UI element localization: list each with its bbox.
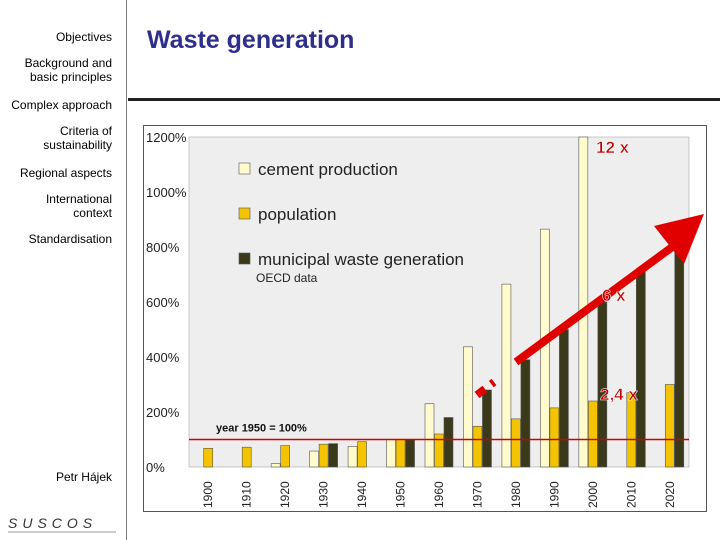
y-tick-label: 800% xyxy=(146,240,180,255)
x-tick-label: 1930 xyxy=(317,481,331,508)
waste-bar xyxy=(559,329,569,468)
multiplier-annotation: 2,4 x xyxy=(600,385,638,404)
multiplier-annotation: 6 x xyxy=(602,286,626,305)
cement-bar xyxy=(347,446,358,468)
population-bar xyxy=(241,446,252,468)
population-bar xyxy=(472,425,483,468)
author-name: Petr Hájek xyxy=(55,470,112,484)
nav-regional-aspects[interactable]: Regional aspects xyxy=(19,166,112,180)
nav-complex-approach[interactable]: Complex approach xyxy=(11,98,112,112)
y-tick-label: 200% xyxy=(146,405,180,420)
cement-bar xyxy=(463,346,473,468)
population-bar xyxy=(318,443,329,468)
cement-bar xyxy=(424,403,435,468)
x-tick-label: 1990 xyxy=(547,481,561,508)
trend-arrow-tail xyxy=(474,378,497,399)
y-tick-label: 1200% xyxy=(146,130,187,145)
population-bar xyxy=(588,400,598,468)
legend-swatch xyxy=(238,162,251,175)
waste-bar xyxy=(328,443,338,468)
y-tick-label: 400% xyxy=(146,350,180,365)
nav-objectives[interactable]: Objectives xyxy=(55,30,112,44)
waste-bar xyxy=(674,243,685,468)
trend-arrow-head xyxy=(654,214,704,264)
y-tick-label: 600% xyxy=(146,295,180,310)
x-tick-label: 1960 xyxy=(432,481,446,508)
population-bar xyxy=(203,447,214,468)
waste-bar xyxy=(405,439,415,468)
legend-label: population xyxy=(258,205,336,224)
population-bar xyxy=(511,418,521,468)
logo-text: SUSCOS xyxy=(8,515,97,531)
sidebar-divider xyxy=(126,0,127,540)
nav-criteria-of-sustainability[interactable]: Criteria of sustainability xyxy=(43,124,112,152)
cement-bar xyxy=(270,463,281,468)
x-tick-label: 1950 xyxy=(394,481,408,508)
legend-swatch xyxy=(238,252,251,265)
x-tick-label: 1940 xyxy=(355,481,369,508)
sidebar: Objectives Background and basic principl… xyxy=(0,0,126,540)
chart-frame: 0% 200% 400% 600% 800% 1000% 1200% 1900 1910 192… xyxy=(143,125,707,512)
title-underline xyxy=(128,98,720,101)
population-bar xyxy=(626,392,637,468)
x-tick-label: 2000 xyxy=(586,481,600,508)
cement-bar xyxy=(309,450,319,468)
population-bar xyxy=(357,441,367,468)
waste-bar xyxy=(636,268,646,468)
cement-bar xyxy=(501,283,512,468)
nav-standardisation[interactable]: Standardisation xyxy=(28,232,112,246)
y-tick-label: 0% xyxy=(146,460,165,475)
population-bar xyxy=(664,384,675,468)
waste-bar xyxy=(443,417,454,468)
legend-label: cement production xyxy=(258,160,398,179)
population-bar xyxy=(280,445,290,468)
nav-background-and-basic-principles[interactable]: Background and basic principles xyxy=(24,56,112,84)
population-bar xyxy=(395,439,406,468)
x-tick-label: 1970 xyxy=(470,481,484,508)
y-tick-label: 1000% xyxy=(146,185,187,200)
x-tick-label: 2020 xyxy=(663,481,677,508)
waste-bar xyxy=(520,359,531,468)
source-note: OECD data xyxy=(256,271,318,285)
cement-bar xyxy=(578,136,589,468)
x-tick-label: 1910 xyxy=(240,481,254,508)
x-tick-label: 1980 xyxy=(509,481,523,508)
cement-bar xyxy=(386,439,396,468)
x-tick-label: 1920 xyxy=(278,481,292,508)
reference-line-label: year 1950 = 100% xyxy=(216,423,307,435)
suscos-logo: SUSCOS xyxy=(8,515,116,533)
population-bar xyxy=(434,433,444,468)
multiplier-annotation: 12 x xyxy=(596,138,630,157)
x-tick-label: 1900 xyxy=(201,481,215,508)
trend-arrow-shaft xyxy=(513,238,682,366)
cement-bar xyxy=(540,228,550,468)
waste-chart: 0% 200% 400% 600% 800% 1000% 1200% 1900 1910 192… xyxy=(146,130,704,508)
population-bar xyxy=(549,407,560,468)
slide-title: Waste generation xyxy=(147,26,355,54)
nav-international-context[interactable]: International context xyxy=(45,192,112,220)
legend-label: municipal waste generation xyxy=(258,250,464,269)
legend-swatch xyxy=(238,207,251,220)
x-tick-label: 2010 xyxy=(624,481,638,508)
waste-bar xyxy=(482,389,492,468)
